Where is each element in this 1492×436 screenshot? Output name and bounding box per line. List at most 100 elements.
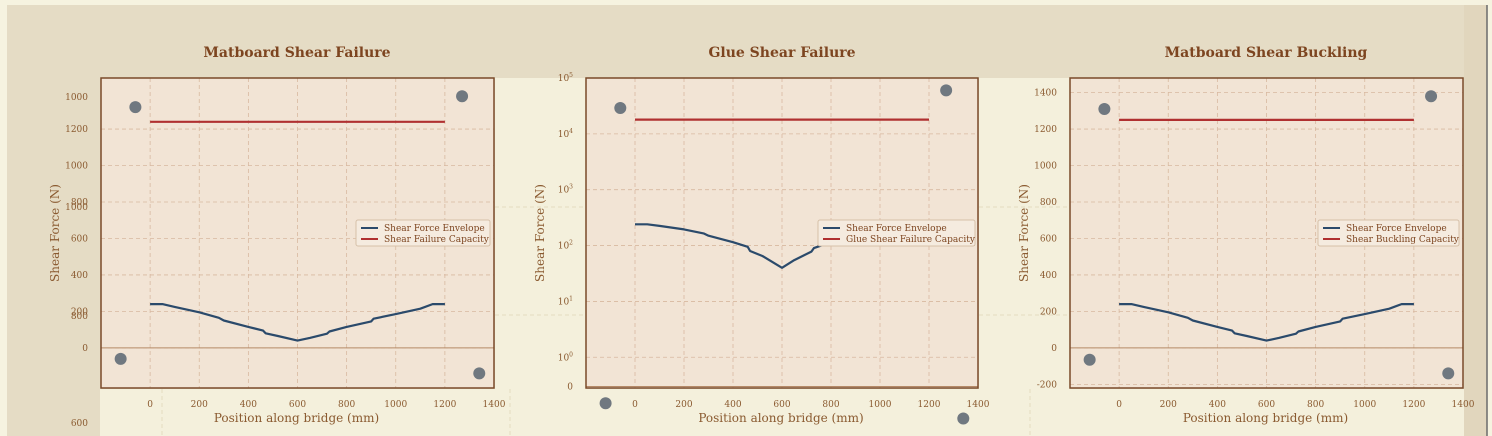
x-tick-label: 1200 — [918, 400, 941, 410]
x-tick-label: 200 — [1160, 400, 1177, 410]
y-tick-label: 800 — [71, 198, 88, 208]
y-tick-exponent: 4 — [569, 128, 573, 135]
y-tick-label: 100 — [558, 351, 573, 363]
x-tick-label: 0 — [1116, 400, 1122, 410]
legend-label: Shear Force Envelope — [1346, 224, 1447, 234]
figure-right-strip — [1464, 5, 1486, 436]
y-tick-label: 200 — [71, 307, 88, 317]
decoration-marker — [940, 84, 953, 97]
shear-envelope-line — [1119, 303, 1414, 342]
y-axis-label: Shear Force (N) — [48, 184, 62, 282]
legend-label: Shear Failure Capacity — [384, 235, 490, 245]
decoration-marker — [1098, 103, 1111, 115]
plot-frame — [100, 77, 495, 389]
x-tick-label: 1200 — [433, 400, 456, 410]
decoration-marker — [456, 90, 469, 103]
ghost-tick-label: 800 — [71, 312, 88, 322]
y-tick-label: 0 — [82, 344, 88, 354]
y-tick-label: 103 — [558, 184, 573, 196]
legend-box — [817, 219, 976, 247]
y-tick-exponent: 0 — [569, 351, 573, 358]
y-tick-label: 400 — [1040, 271, 1057, 281]
y-tick-exponent: 1 — [569, 295, 573, 302]
x-tick-label: 1400 — [1452, 400, 1475, 410]
plot-frame — [585, 77, 979, 389]
plot-series — [1119, 118, 1414, 342]
y-tick-label: 105 — [558, 72, 573, 84]
y-tick-label: 400 — [71, 271, 88, 281]
x-axis-label: Position along bridge (mm) — [698, 411, 863, 425]
x-tick-label: 800 — [338, 400, 355, 410]
y-tick-label: 102 — [558, 240, 573, 252]
x-tick-label: 800 — [822, 400, 839, 410]
bottom-strip — [100, 389, 1464, 436]
x-tick-label: 1000 — [869, 400, 892, 410]
chart-title: Glue Shear Failure — [708, 45, 855, 61]
y-tick-label: 200 — [1040, 307, 1057, 317]
y-tick-exponent: 5 — [569, 72, 573, 79]
x-tick-label: 600 — [1258, 400, 1275, 410]
x-axis-label: Position along bridge (mm) — [1183, 411, 1348, 425]
gap-strip-1 — [495, 78, 586, 436]
decoration-marker — [1442, 367, 1455, 380]
y-tick-label: 0 — [1051, 344, 1057, 354]
decoration-marker — [129, 101, 142, 114]
y-tick-base: 10 — [558, 186, 570, 196]
decoration-marker — [473, 367, 486, 380]
legend-label: Glue Shear Failure Capacity — [846, 235, 976, 245]
x-tick-label: 800 — [1307, 400, 1324, 410]
legend-box — [355, 219, 491, 247]
x-tick-label: 0 — [632, 400, 638, 410]
y-tick-label: 1200 — [1034, 125, 1057, 135]
ghost-grid — [161, 206, 1070, 436]
x-tick-label: 1400 — [483, 400, 506, 410]
decoration-marker — [1425, 90, 1438, 103]
y-tick-label: 101 — [558, 295, 573, 307]
y-tick-label: 600 — [1040, 234, 1057, 244]
y-tick-label: 1000 — [1034, 162, 1057, 172]
legend-box — [1317, 219, 1460, 247]
y-tick-label: 104 — [558, 128, 573, 140]
y-axis-label: Shear Force (N) — [1017, 184, 1031, 282]
x-tick-label: 600 — [289, 400, 306, 410]
y-tick-label: -200 — [1037, 380, 1057, 390]
decoration-marker — [957, 412, 970, 425]
y-tick-base: 10 — [558, 130, 570, 140]
x-tick-label: 600 — [773, 400, 790, 410]
x-tick-label: 1400 — [967, 400, 990, 410]
decoration-marker — [599, 397, 612, 410]
decoration-marker — [114, 352, 127, 365]
y-tick-label: 800 — [1040, 198, 1057, 208]
y-tick-exponent: 3 — [569, 184, 573, 191]
shear-envelope-line — [150, 303, 445, 342]
grid — [1070, 78, 1463, 388]
plot-frame — [1069, 77, 1464, 389]
ghost-tick-label: 600 — [71, 419, 88, 429]
x-tick-label: 0 — [147, 400, 153, 410]
y-tick-label: 1000 — [65, 162, 88, 172]
decoration-marker — [614, 102, 627, 115]
x-axis-label: Position along bridge (mm) — [214, 411, 379, 425]
legend-label: Shear Force Envelope — [384, 224, 485, 234]
x-tick-label: 400 — [724, 400, 741, 410]
y-tick-label: 1200 — [65, 125, 88, 135]
legend-label: Shear Force Envelope — [846, 224, 947, 234]
chart-title: Matboard Shear Failure — [203, 45, 390, 61]
gap-strip-2 — [979, 78, 1070, 436]
x-tick-label: 400 — [240, 400, 257, 410]
y-axis-label: Shear Force (N) — [533, 184, 547, 282]
y-tick-label: 0 — [567, 382, 573, 392]
y-tick-base: 10 — [558, 297, 570, 307]
y-tick-label: 600 — [71, 234, 88, 244]
chart-title: Matboard Shear Buckling — [1165, 45, 1368, 61]
ghost-tick-label: 1000 — [65, 203, 88, 213]
legend-label: Shear Buckling Capacity — [1346, 235, 1460, 245]
x-tick-label: 200 — [675, 400, 692, 410]
x-tick-label: 1200 — [1402, 400, 1425, 410]
